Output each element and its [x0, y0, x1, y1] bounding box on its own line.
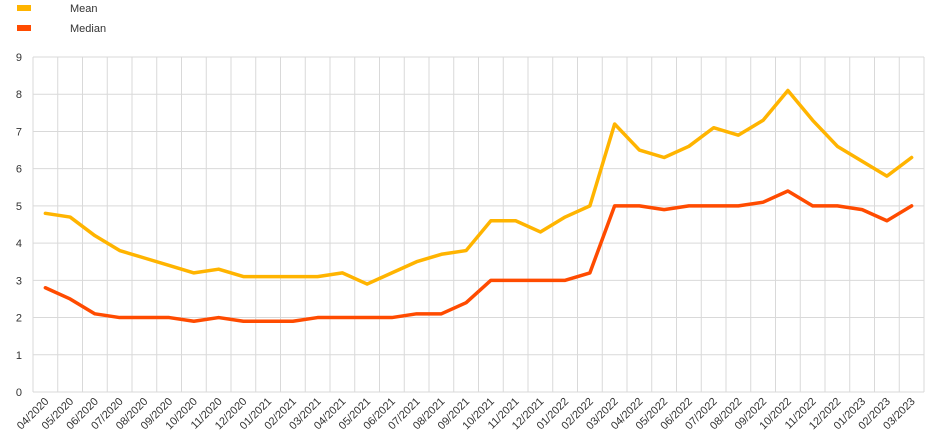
y-tick-label: 8 — [16, 89, 22, 101]
legend-swatch-mean — [17, 5, 31, 11]
legend-label-mean: Mean — [70, 3, 98, 15]
y-tick-label: 0 — [16, 387, 22, 399]
y-tick-label: 7 — [16, 126, 22, 138]
y-tick-label: 3 — [16, 275, 22, 287]
y-tick-label: 6 — [16, 164, 22, 176]
y-tick-label: 9 — [16, 52, 22, 64]
y-tick-label: 4 — [16, 238, 22, 250]
y-tick-label: 2 — [16, 313, 22, 325]
y-tick-label: 5 — [16, 201, 22, 213]
series-line-mean — [43, 88, 914, 286]
axis-layer: 012345678904/202005/202006/202007/202008… — [15, 52, 918, 432]
series-line-median — [43, 189, 914, 324]
grid-layer — [32, 56, 925, 393]
y-tick-label: 1 — [16, 350, 22, 362]
series-layer — [43, 88, 914, 324]
legend-label-median: Median — [70, 23, 106, 35]
legend-swatch-median — [17, 25, 31, 31]
legend: Mean Median — [17, 3, 106, 35]
